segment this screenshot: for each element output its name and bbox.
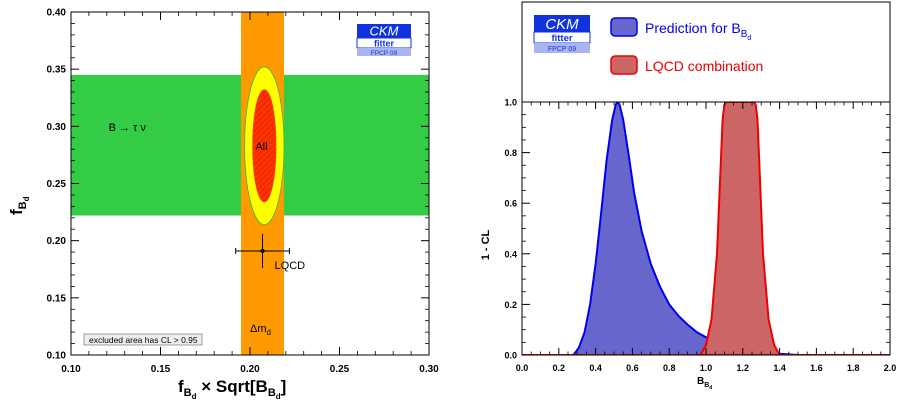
svg-text:CKM: CKM [545, 16, 579, 33]
svg-text:Prediction for BBd: Prediction for BBd [645, 20, 751, 42]
right-y-tick-label: 0.2 [504, 300, 517, 310]
combined-inner-contour [252, 89, 277, 203]
right-curves [522, 102, 890, 355]
svg-text:fitter: fitter [551, 33, 572, 44]
right-x-tick-label: 1.0 [700, 363, 713, 373]
left-x-axis-label: fBd × Sqrt[BBd] [178, 377, 286, 401]
right-y-axis-label: 1 - CL [480, 229, 492, 260]
svg-text:FPCP 09: FPCP 09 [548, 46, 576, 53]
svg-text:excluded area has CL > 0.95: excluded area has CL > 0.95 [89, 335, 198, 345]
left-y-axis-label: fBd [7, 196, 31, 215]
right-x-tick-label: 0.6 [626, 363, 639, 373]
right-y-tick-label: 0.4 [504, 249, 517, 259]
lqcd-data-point [235, 233, 290, 269]
right-y-tick-label: 0.6 [504, 199, 517, 209]
right-x-tick-label: 1.8 [847, 363, 860, 373]
svg-text:CKM: CKM [370, 24, 399, 39]
series-prediction-area [522, 102, 890, 355]
left-y-tick-label: 0.20 [47, 236, 67, 247]
svg-text:LQCD combination: LQCD combination [645, 58, 763, 74]
left-panel: B → τ ν All LQCD Δmd excluded area has C… [7, 8, 439, 402]
left-y-tick-label: 0.10 [47, 351, 67, 362]
left-y-axis: 0.10 0.15 0.20 0.25 0.30 0.35 0.40 [47, 8, 429, 362]
right-x-tick-label: 0.8 [663, 363, 676, 373]
series-lqcd-area [522, 102, 890, 355]
right-x-axis-label: BBd [697, 376, 712, 391]
left-x-axis: 0.10 0.15 0.20 0.25 0.30 [61, 12, 439, 375]
right-x-axis: 0.0 0.2 0.4 0.6 0.8 1.0 1.2 1.4 1.6 1.8 2.0 [516, 102, 897, 373]
label-all: All [255, 141, 267, 153]
left-y-tick-label: 0.15 [47, 293, 67, 304]
label-b-to-tau-nu: B → τ ν [109, 122, 147, 134]
left-y-tick-label: 0.25 [47, 179, 67, 190]
right-x-tick-label: 2.0 [884, 363, 897, 373]
left-x-tick-label: 0.10 [61, 364, 81, 375]
left-x-tick-label: 0.20 [240, 364, 260, 375]
lqcd-point-marker [260, 248, 265, 253]
right-x-tick-label: 0.2 [553, 363, 566, 373]
right-x-tick-label: 0.4 [589, 363, 602, 373]
right-y-tick-label: 0.0 [504, 351, 517, 361]
right-x-tick-label: 0.0 [516, 363, 529, 373]
legend-item-lqcd: LQCD combination [610, 55, 763, 75]
label-delta-md: Δmd [250, 323, 271, 337]
svg-text:fitter: fitter [374, 39, 394, 49]
right-y-axis: 0.0 0.2 0.4 0.6 0.8 1.0 [504, 98, 890, 361]
legend-item-prediction: Prediction for BBd [610, 17, 751, 42]
left-x-tick-label: 0.25 [330, 364, 350, 375]
left-y-tick-label: 0.30 [47, 122, 67, 133]
left-y-tick-label: 0.40 [47, 8, 67, 19]
right-y-tick-label: 0.8 [504, 148, 517, 158]
ckmfitter-logo-left: CKM fitter FPCP 09 [356, 24, 412, 57]
right-x-tick-label: 1.6 [810, 363, 823, 373]
right-x-tick-label: 1.4 [773, 363, 786, 373]
left-x-tick-label: 0.15 [151, 364, 171, 375]
right-y-tick-label: 1.0 [504, 98, 517, 108]
left-y-tick-label: 0.35 [47, 65, 67, 76]
ckmfitter-logo-right: CKM fitter FPCP 09 [533, 15, 591, 53]
svg-text:FPCP 09: FPCP 09 [371, 50, 398, 57]
right-plot-frame [521, 101, 891, 356]
label-lqcd: LQCD [275, 260, 306, 272]
left-x-tick-label: 0.30 [419, 364, 439, 375]
excluded-area-note: excluded area has CL > 0.95 [83, 333, 203, 346]
right-panel: CKM fitter FPCP 09 Prediction for BBd LQ… [480, 1, 897, 391]
right-x-tick-label: 1.2 [737, 363, 750, 373]
